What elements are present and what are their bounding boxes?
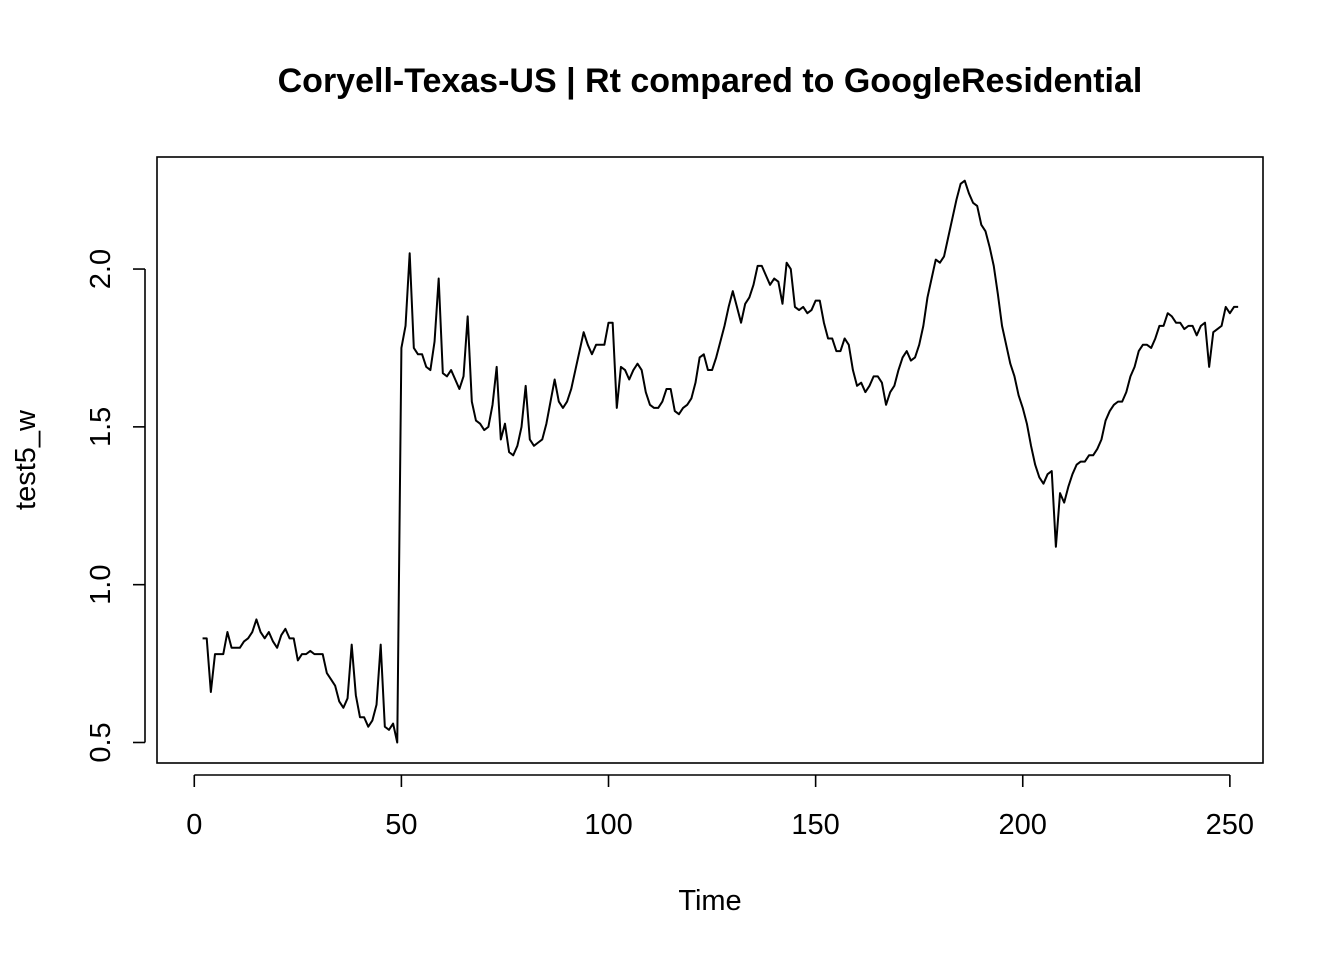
x-axis: 0 50 100 150 200 250 [186,774,1254,841]
y-axis: 0.5 1.0 1.5 2.0 [85,249,146,763]
y-tick-label: 0.5 [85,722,117,762]
y-axis-label: test5_w [10,409,42,510]
x-tick-label: 150 [791,809,839,841]
series-line [202,179,1239,744]
x-axis-label: Time [678,885,741,917]
plot-area-frame [156,156,1264,764]
y-tick-label: 1.0 [85,565,117,605]
x-tick-label: 200 [999,809,1047,841]
y-tick-label: 1.5 [85,407,117,447]
x-tick-label: 250 [1206,809,1254,841]
chart-title: Coryell-Texas-US | Rt compared to Google… [278,62,1143,100]
x-tick-label: 50 [385,809,417,841]
x-tick-label: 100 [584,809,632,841]
x-tick-label: 0 [186,809,202,841]
y-tick-label: 2.0 [85,249,117,289]
